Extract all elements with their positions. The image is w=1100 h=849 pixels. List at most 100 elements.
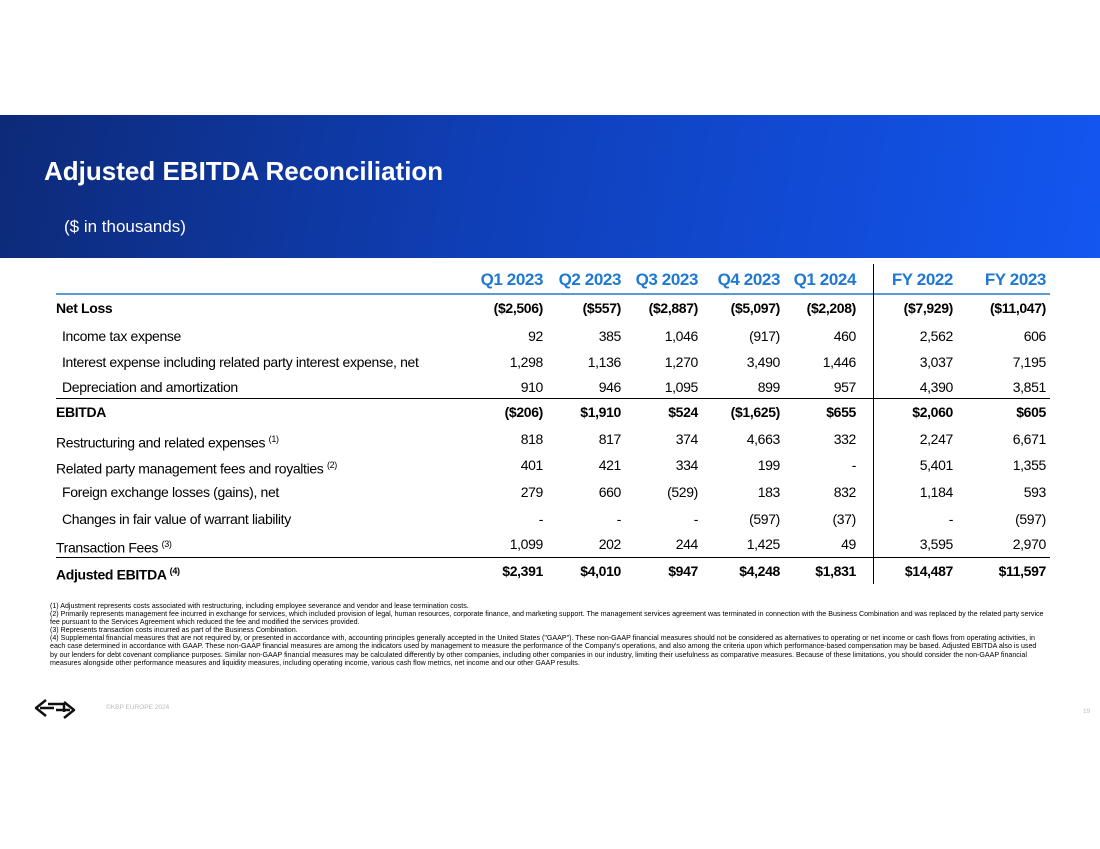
value-cell: 832 — [833, 484, 857, 500]
value-cell: $524 — [668, 404, 698, 420]
value-cell: - — [851, 457, 857, 473]
value-cell: 910 — [520, 379, 544, 395]
row-label: Adjusted EBITDA (4) — [56, 562, 180, 584]
value-cell: 7,195 — [1012, 354, 1047, 370]
value-cell: 1,095 — [664, 379, 699, 395]
label-text: Depreciation and amortization — [62, 379, 238, 395]
value-cell: 244 — [675, 536, 699, 552]
label-text: Foreign exchange losses (gains), net — [62, 484, 279, 500]
page-number: 19 — [1083, 708, 1091, 715]
value-cell: (917) — [749, 328, 780, 344]
row-label: Changes in fair value of warrant liabili… — [62, 510, 291, 528]
value-cell: 957 — [833, 379, 857, 395]
value-cell: 6,671 — [1012, 431, 1047, 447]
row-label: Transaction Fees (3) — [56, 535, 172, 557]
row-label: Foreign exchange losses (gains), net — [62, 483, 279, 501]
logo — [34, 699, 76, 719]
label-text: Income tax expense — [62, 328, 181, 344]
footnote: (3) Represents transaction costs incurre… — [50, 626, 298, 635]
value-cell: 946 — [598, 379, 622, 395]
value-cell: $655 — [826, 404, 856, 420]
value-cell: 660 — [598, 484, 622, 500]
value-cell: 2,247 — [919, 431, 954, 447]
column-divider — [873, 264, 874, 584]
column-header: Q3 2023 — [635, 270, 699, 289]
value-cell: ($7,929) — [903, 300, 954, 316]
value-cell: 279 — [520, 484, 544, 500]
value-cell: 1,270 — [664, 354, 699, 370]
value-cell: 593 — [1023, 484, 1047, 500]
value-cell: 385 — [598, 328, 622, 344]
row-label: Income tax expense — [62, 327, 181, 345]
value-cell: 2,970 — [1012, 536, 1047, 552]
column-header: FY 2023 — [984, 270, 1047, 289]
value-cell: ($2,506) — [493, 300, 544, 316]
footnotes: (1) Adjustment represents costs associat… — [50, 602, 1045, 667]
value-cell: 202 — [598, 536, 622, 552]
value-cell: 332 — [833, 431, 857, 447]
label-text: Transaction Fees — [56, 539, 159, 556]
value-cell: 3,595 — [919, 536, 954, 552]
value-cell: 4,390 — [919, 379, 954, 395]
value-cell: 421 — [598, 457, 622, 473]
value-cell: - — [538, 511, 544, 527]
value-cell: - — [693, 511, 699, 527]
value-cell: 183 — [757, 484, 781, 500]
copyright: ©KBP EUROPE 2024 — [106, 704, 170, 711]
footnote-ref: (3) — [161, 539, 172, 549]
value-cell: $2,060 — [912, 404, 953, 420]
label-text: Adjusted EBITDA — [56, 566, 167, 583]
value-cell: 4,663 — [746, 431, 781, 447]
value-cell: 817 — [598, 431, 622, 447]
value-cell: 92 — [528, 328, 543, 344]
row-label: Depreciation and amortization — [62, 378, 238, 396]
label-text: Restructuring and related expenses — [56, 434, 266, 451]
value-cell: 3,490 — [746, 354, 781, 370]
value-cell: ($1,625) — [730, 404, 781, 420]
column-header: Q2 2023 — [558, 270, 622, 289]
value-cell: 1,355 — [1012, 457, 1047, 473]
value-cell: (597) — [1015, 511, 1046, 527]
value-cell: 401 — [520, 457, 544, 473]
footnote: (2) Primarily represents management fee … — [50, 610, 1044, 627]
row-label: Restructuring and related expenses (1) — [56, 430, 279, 452]
value-cell: 1,425 — [746, 536, 781, 552]
column-header: Q4 2023 — [717, 270, 781, 289]
footnote-ref: (2) — [327, 460, 337, 470]
value-cell: 606 — [1023, 328, 1047, 344]
label-text: Net Loss — [56, 300, 113, 316]
value-cell: 1,446 — [822, 354, 857, 370]
value-cell: ($2,208) — [806, 300, 857, 316]
value-cell: ($11,047) — [989, 300, 1046, 316]
footnote-ref: (1) — [268, 434, 279, 444]
footnote: (1) Adjustment represents costs associat… — [50, 602, 469, 610]
label-text: Interest expense including related party… — [62, 354, 419, 370]
value-cell: 1,136 — [587, 354, 622, 370]
subtotal-rule — [56, 398, 1050, 399]
value-cell: ($5,097) — [730, 300, 781, 316]
value-cell: 3,037 — [919, 354, 954, 370]
value-cell: 3,851 — [1012, 379, 1047, 395]
column-header: FY 2022 — [891, 270, 954, 289]
value-cell: $947 — [668, 563, 698, 579]
banner — [0, 115, 1100, 258]
value-cell: ($557) — [582, 300, 622, 316]
row-label: Interest expense including related party… — [62, 353, 419, 371]
value-cell: $605 — [1016, 404, 1046, 420]
subtotal-rule — [56, 557, 1050, 558]
value-cell: 2,562 — [919, 328, 954, 344]
value-cell: 199 — [757, 457, 781, 473]
subtitle: ($ in thousands) — [64, 217, 186, 236]
header-rule — [56, 293, 1050, 295]
value-cell: (597) — [749, 511, 780, 527]
title: Adjusted EBITDA Reconciliation — [44, 156, 444, 186]
label-text: EBITDA — [56, 404, 107, 420]
value-cell: 49 — [841, 536, 856, 552]
value-cell: $1,831 — [815, 563, 856, 579]
value-cell: (529) — [667, 484, 698, 500]
value-cell: 1,099 — [509, 536, 544, 552]
footnote: (4) Supplemental financial measures that… — [50, 634, 1037, 667]
row-label: Net Loss — [56, 299, 113, 317]
value-cell: $4,010 — [580, 563, 621, 579]
label-text: Changes in fair value of warrant liabili… — [62, 511, 291, 527]
